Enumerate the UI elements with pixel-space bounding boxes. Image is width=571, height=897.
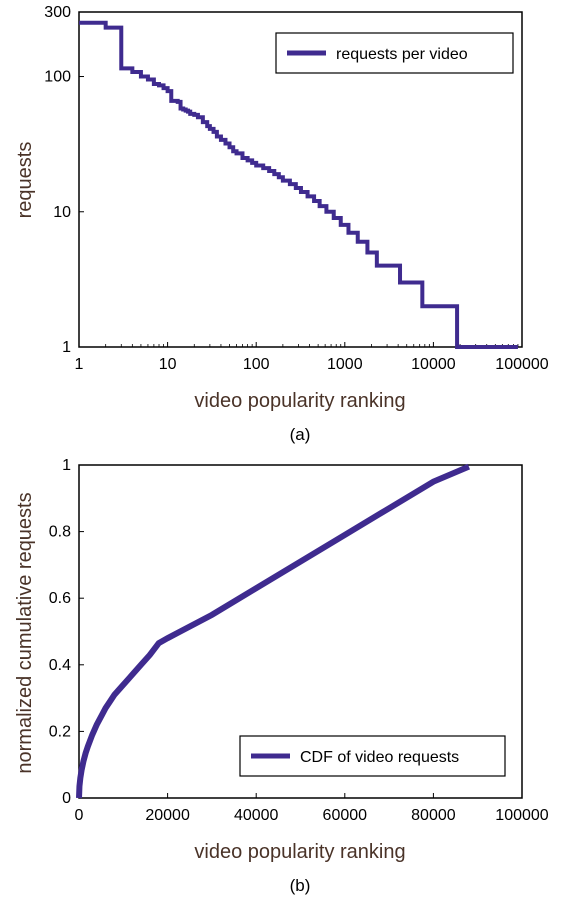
y-tick-label: 0.2 xyxy=(49,723,71,740)
y-tick-label: 0.8 xyxy=(49,524,71,541)
x-tick-label: 1000 xyxy=(327,356,363,373)
x-tick-label: 20000 xyxy=(145,807,190,824)
x-axis-title: video popularity ranking xyxy=(194,841,405,863)
x-tick-label: 0 xyxy=(75,807,84,824)
x-tick-label: 100000 xyxy=(495,807,548,824)
x-axis-title: video popularity ranking xyxy=(194,390,405,412)
series-line xyxy=(76,463,471,799)
x-tick-label: 60000 xyxy=(323,807,368,824)
y-tick-label: 0.6 xyxy=(49,590,71,607)
x-tick-label: 10 xyxy=(159,356,177,373)
y-tick-label: 100 xyxy=(44,69,71,86)
y-tick-label: 1 xyxy=(62,339,71,356)
x-tick-label: 10000 xyxy=(411,356,456,373)
x-tick-label: 100 xyxy=(243,356,270,373)
plot-area-frame xyxy=(78,464,523,799)
x-tick-label: 100000 xyxy=(495,356,548,373)
chart-cdf-video-requests: 0 20000 40000 60000 80000 100000 0 0.2 0.4 0.6 0.8… xyxy=(14,457,549,895)
tick-group: 1 10 100 1000 10000 100000 1 10 100 300 xyxy=(44,4,549,373)
plot-area-frame xyxy=(78,11,523,348)
x-tick-label: 1 xyxy=(75,356,84,373)
chart-caption: (a) xyxy=(290,425,311,444)
chart-caption: (b) xyxy=(290,876,311,895)
series-group xyxy=(79,20,518,349)
series-line xyxy=(79,20,518,349)
y-tick-label: 0 xyxy=(62,790,71,807)
y-axis-title: normalized cumulative requests xyxy=(14,492,36,773)
x-tick-label: 40000 xyxy=(234,807,279,824)
legend: requests per video xyxy=(275,32,514,74)
y-axis-title: requests xyxy=(14,142,36,219)
series-group xyxy=(76,463,471,799)
y-tick-label: 0.4 xyxy=(49,657,71,674)
y-tick-label: 300 xyxy=(44,4,71,21)
x-tick-label: 80000 xyxy=(411,807,456,824)
tick-group: 0 20000 40000 60000 80000 100000 0 0.2 0.4 0.6 0.8… xyxy=(49,457,549,824)
chart-requests-per-video: 1 10 100 1000 10000 100000 1 10 100 300 video pop… xyxy=(14,4,549,444)
y-tick-label: 1 xyxy=(62,457,71,474)
legend-label: CDF of video requests xyxy=(300,749,459,766)
legend: CDF of video requests xyxy=(239,735,506,777)
legend-label: requests per video xyxy=(336,46,468,63)
y-tick-label: 10 xyxy=(53,204,71,221)
